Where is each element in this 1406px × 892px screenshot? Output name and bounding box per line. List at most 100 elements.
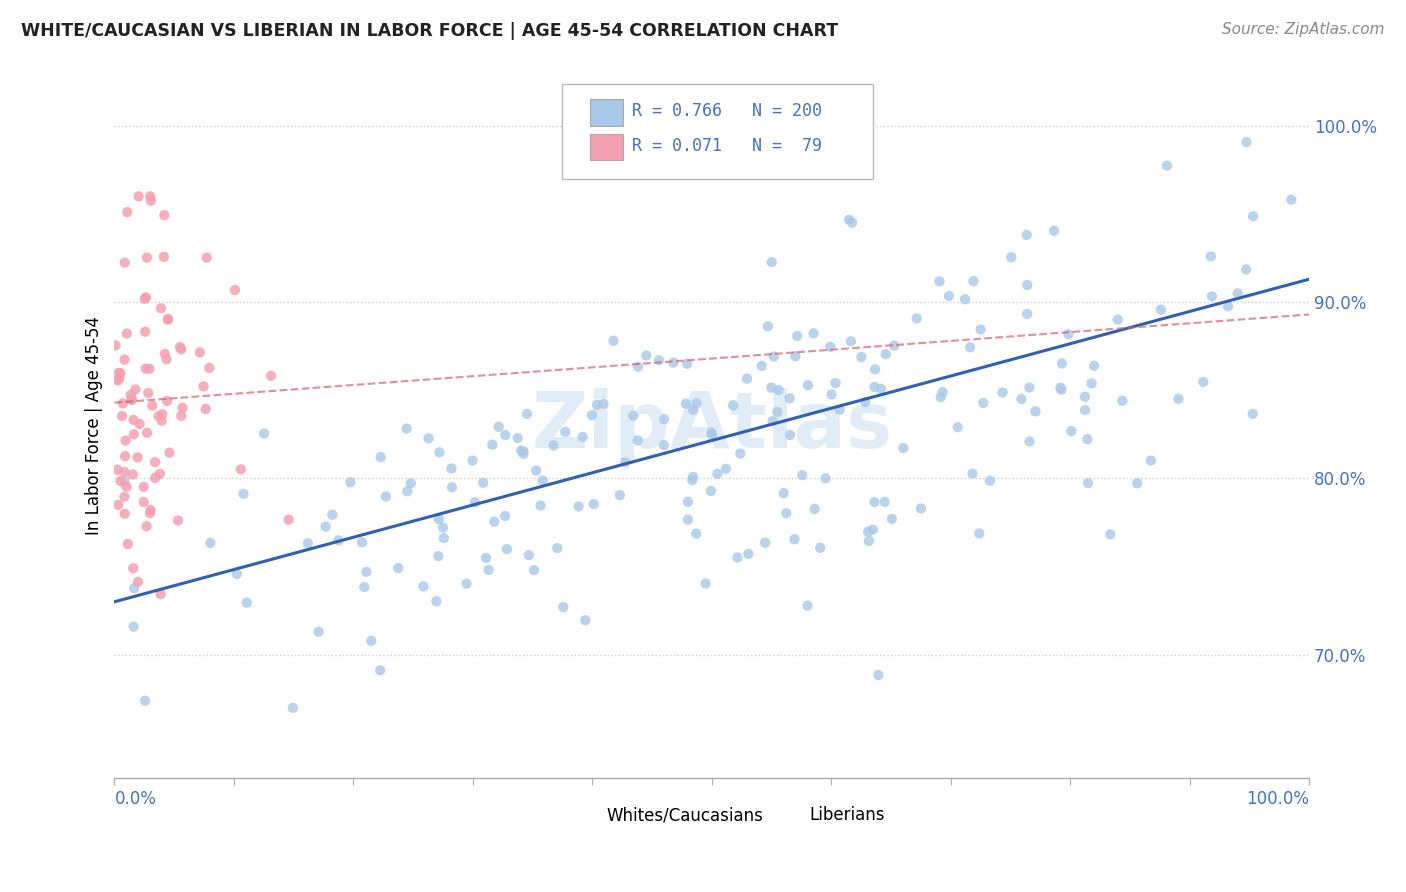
Point bbox=[531, 474, 554, 488]
Point bbox=[132, 495, 155, 509]
Point bbox=[115, 326, 138, 341]
Point bbox=[797, 378, 820, 392]
Point bbox=[110, 366, 132, 380]
Point bbox=[150, 414, 173, 428]
Point bbox=[1050, 356, 1073, 370]
Point bbox=[297, 536, 319, 550]
Point bbox=[1049, 381, 1071, 395]
Point bbox=[117, 537, 139, 551]
Point bbox=[516, 407, 538, 421]
Point bbox=[321, 508, 343, 522]
Point bbox=[856, 524, 879, 539]
Point bbox=[1010, 392, 1032, 406]
Point bbox=[546, 541, 568, 555]
Point bbox=[496, 542, 519, 557]
Point bbox=[695, 576, 717, 591]
Point bbox=[510, 443, 533, 458]
Point bbox=[838, 212, 860, 227]
Point bbox=[122, 619, 145, 633]
Point bbox=[111, 396, 134, 410]
Point bbox=[117, 205, 139, 219]
Point bbox=[1018, 380, 1040, 394]
Point bbox=[775, 506, 797, 520]
Point bbox=[121, 392, 143, 407]
Point bbox=[858, 533, 880, 548]
Point bbox=[427, 512, 450, 526]
Point bbox=[475, 550, 498, 565]
Point bbox=[172, 401, 194, 415]
Point bbox=[114, 434, 136, 448]
Point bbox=[132, 480, 155, 494]
Point bbox=[700, 428, 723, 442]
Point bbox=[1199, 249, 1222, 263]
Point bbox=[120, 388, 142, 402]
Point bbox=[714, 462, 737, 476]
Point bbox=[107, 498, 129, 512]
Point bbox=[991, 385, 1014, 400]
Point bbox=[149, 467, 172, 481]
FancyBboxPatch shape bbox=[567, 802, 599, 829]
Point bbox=[136, 385, 159, 400]
Point bbox=[139, 503, 162, 517]
Point bbox=[880, 512, 903, 526]
Point bbox=[803, 502, 825, 516]
Point bbox=[308, 624, 330, 639]
Point bbox=[820, 340, 842, 354]
Point bbox=[139, 506, 162, 520]
Point bbox=[1043, 224, 1066, 238]
Text: WHITE/CAUCASIAN VS LIBERIAN IN LABOR FORCE | AGE 45-54 CORRELATION CHART: WHITE/CAUCASIAN VS LIBERIAN IN LABOR FOR… bbox=[21, 22, 838, 40]
Point bbox=[582, 497, 605, 511]
Point bbox=[652, 438, 675, 452]
Point bbox=[574, 613, 596, 627]
Point bbox=[127, 450, 149, 465]
Point bbox=[139, 194, 162, 208]
Point bbox=[107, 463, 129, 477]
Point bbox=[517, 548, 540, 562]
Point bbox=[1234, 262, 1257, 277]
Point bbox=[412, 579, 434, 593]
Point bbox=[1216, 300, 1239, 314]
Point bbox=[188, 345, 211, 359]
Point bbox=[1017, 307, 1039, 321]
Point bbox=[1279, 193, 1302, 207]
Point bbox=[824, 376, 846, 390]
Point bbox=[524, 464, 547, 478]
Point bbox=[114, 449, 136, 463]
Point bbox=[159, 445, 181, 459]
Point bbox=[682, 403, 704, 417]
Point bbox=[1000, 250, 1022, 264]
Point bbox=[110, 474, 132, 488]
Point bbox=[946, 420, 969, 434]
FancyBboxPatch shape bbox=[591, 134, 623, 161]
Point bbox=[122, 413, 145, 427]
Point bbox=[953, 293, 976, 307]
Point bbox=[494, 508, 516, 523]
Point bbox=[962, 274, 984, 288]
Point bbox=[114, 474, 136, 488]
Point bbox=[425, 594, 447, 608]
Point bbox=[440, 461, 463, 475]
Point bbox=[135, 290, 157, 304]
Point bbox=[1111, 393, 1133, 408]
Point bbox=[1024, 404, 1046, 418]
Point bbox=[281, 700, 304, 714]
Point bbox=[122, 561, 145, 575]
Point bbox=[124, 383, 146, 397]
Point bbox=[127, 574, 149, 589]
Point bbox=[135, 519, 157, 533]
Point bbox=[429, 445, 451, 459]
Point bbox=[432, 521, 454, 535]
Point bbox=[706, 467, 728, 481]
Point bbox=[721, 398, 744, 412]
Point bbox=[134, 292, 156, 306]
Point bbox=[614, 455, 637, 469]
Point bbox=[494, 428, 516, 442]
Point bbox=[141, 399, 163, 413]
Point bbox=[114, 255, 136, 269]
Point bbox=[128, 417, 150, 431]
Point bbox=[143, 471, 166, 485]
Point bbox=[602, 334, 624, 348]
Point bbox=[138, 362, 160, 376]
Text: 100.0%: 100.0% bbox=[1246, 790, 1309, 808]
FancyBboxPatch shape bbox=[591, 99, 623, 126]
